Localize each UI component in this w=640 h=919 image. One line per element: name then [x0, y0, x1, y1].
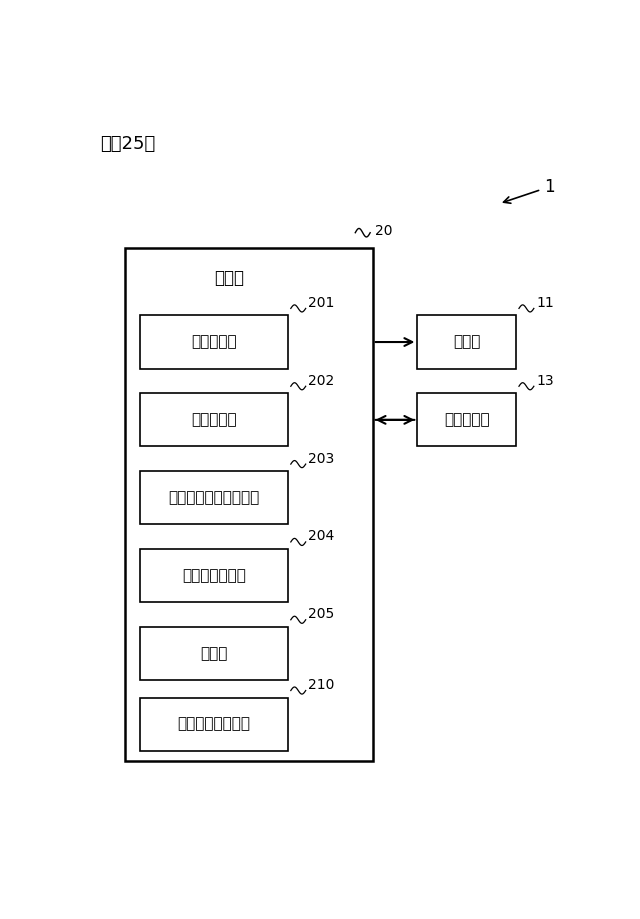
Bar: [417, 393, 516, 447]
Text: 201: 201: [308, 296, 335, 310]
Text: 205: 205: [308, 607, 335, 621]
Text: 202: 202: [308, 374, 335, 388]
Text: 制御部: 制御部: [214, 269, 244, 288]
Text: 記憶部: 記憶部: [200, 646, 228, 661]
Text: 1: 1: [544, 177, 554, 196]
Bar: [125, 248, 372, 761]
Text: 表示制御部: 表示制御部: [191, 413, 237, 427]
Text: ユーザ情報解析部: ユーザ情報解析部: [177, 717, 250, 732]
Bar: [140, 549, 288, 602]
Bar: [140, 698, 288, 751]
Text: 20: 20: [375, 223, 392, 238]
Bar: [140, 627, 288, 680]
Bar: [140, 471, 288, 524]
Text: 検出基準制御部: 検出基準制御部: [182, 568, 246, 583]
Text: 11: 11: [536, 296, 554, 310]
Bar: [140, 393, 288, 447]
Text: 【図25】: 【図25】: [100, 135, 155, 153]
Bar: [417, 315, 516, 369]
Bar: [140, 315, 288, 369]
Text: 203: 203: [308, 451, 335, 466]
Text: 表示器: 表示器: [453, 335, 481, 349]
Text: 13: 13: [536, 374, 554, 388]
Text: 操作検出器: 操作検出器: [444, 413, 490, 427]
Text: キャリブレーション部: キャリブレーション部: [168, 490, 260, 505]
Text: 210: 210: [308, 678, 335, 692]
Text: 204: 204: [308, 529, 335, 543]
Text: 画像生成部: 画像生成部: [191, 335, 237, 349]
